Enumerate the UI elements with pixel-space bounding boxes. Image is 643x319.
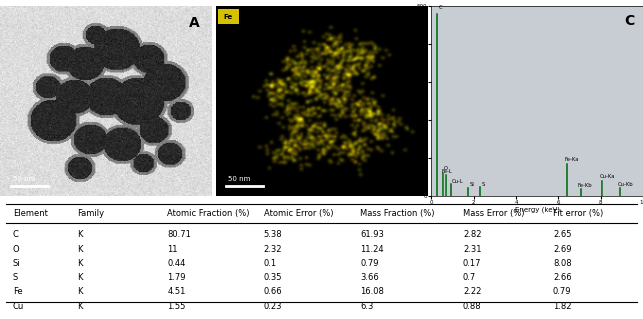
Text: Fe-Ka: Fe-Ka [565, 157, 579, 162]
Text: 2.66: 2.66 [553, 273, 572, 282]
Text: Fit error (%): Fit error (%) [553, 209, 603, 218]
Text: 11.24: 11.24 [360, 245, 384, 254]
Text: B: B [405, 16, 415, 30]
Text: 0.79: 0.79 [360, 259, 379, 268]
Text: Fe: Fe [13, 287, 23, 296]
Text: S: S [13, 273, 18, 282]
Text: 6.3: 6.3 [360, 301, 374, 310]
Text: Element: Element [13, 209, 48, 218]
Text: 2.65: 2.65 [553, 230, 572, 239]
Text: 0.66: 0.66 [264, 287, 282, 296]
Text: 4.51: 4.51 [167, 287, 186, 296]
Text: 2.32: 2.32 [264, 245, 282, 254]
Text: C: C [624, 14, 635, 28]
Text: 2.22: 2.22 [463, 287, 482, 296]
Text: Fe: Fe [224, 14, 233, 20]
Text: Cu-Kb: Cu-Kb [618, 182, 633, 187]
Text: A: A [189, 16, 200, 30]
Text: O: O [13, 245, 19, 254]
Text: 1.82: 1.82 [553, 301, 572, 310]
Text: 0.1: 0.1 [264, 259, 276, 268]
Text: K: K [77, 259, 83, 268]
Text: K: K [77, 287, 83, 296]
Text: 50 nm: 50 nm [228, 175, 251, 182]
Text: 80.71: 80.71 [167, 230, 191, 239]
Text: K: K [77, 273, 83, 282]
Text: K: K [77, 245, 83, 254]
Text: 50 nm: 50 nm [13, 175, 35, 182]
Text: 0.44: 0.44 [167, 259, 186, 268]
Text: 11: 11 [167, 245, 177, 254]
Text: S: S [482, 182, 485, 187]
Text: 5.38: 5.38 [264, 230, 282, 239]
Text: Cu: Cu [13, 301, 24, 310]
Text: 1.55: 1.55 [167, 301, 186, 310]
Text: 2.82: 2.82 [463, 230, 482, 239]
Text: Fe-Kb: Fe-Kb [577, 183, 592, 188]
Text: 3.66: 3.66 [360, 273, 379, 282]
Text: 0.23: 0.23 [264, 301, 282, 310]
Text: 0.17: 0.17 [463, 259, 482, 268]
Text: 2.69: 2.69 [553, 245, 572, 254]
Text: 0.7: 0.7 [463, 273, 476, 282]
Text: Cu-L: Cu-L [452, 179, 464, 184]
Text: Atomic Error (%): Atomic Error (%) [264, 209, 333, 218]
Text: 2.31: 2.31 [463, 245, 482, 254]
Text: K: K [77, 301, 83, 310]
Text: 16.08: 16.08 [360, 287, 384, 296]
FancyBboxPatch shape [218, 9, 239, 24]
Text: Family: Family [77, 209, 104, 218]
Text: C: C [439, 5, 442, 10]
Y-axis label: Intensity (Counts): Intensity (Counts) [410, 77, 415, 126]
Text: Cu-Ka: Cu-Ka [599, 174, 615, 180]
Text: Atomic Fraction (%): Atomic Fraction (%) [167, 209, 249, 218]
Text: 0.88: 0.88 [463, 301, 482, 310]
Text: 0.35: 0.35 [264, 273, 282, 282]
Text: K: K [77, 230, 83, 239]
Text: C: C [13, 230, 19, 239]
X-axis label: Energy (keV): Energy (keV) [515, 206, 560, 213]
Text: 0.79: 0.79 [553, 287, 572, 296]
Text: Mass Fraction (%): Mass Fraction (%) [360, 209, 435, 218]
Text: Si: Si [13, 259, 21, 268]
Text: O: O [444, 166, 448, 171]
Text: 1.79: 1.79 [167, 273, 186, 282]
Text: Si: Si [469, 182, 475, 187]
Text: 61.93: 61.93 [360, 230, 384, 239]
Text: Mass Error (%): Mass Error (%) [463, 209, 525, 218]
Text: 8.08: 8.08 [553, 259, 572, 268]
Text: Fe-L: Fe-L [441, 169, 452, 174]
